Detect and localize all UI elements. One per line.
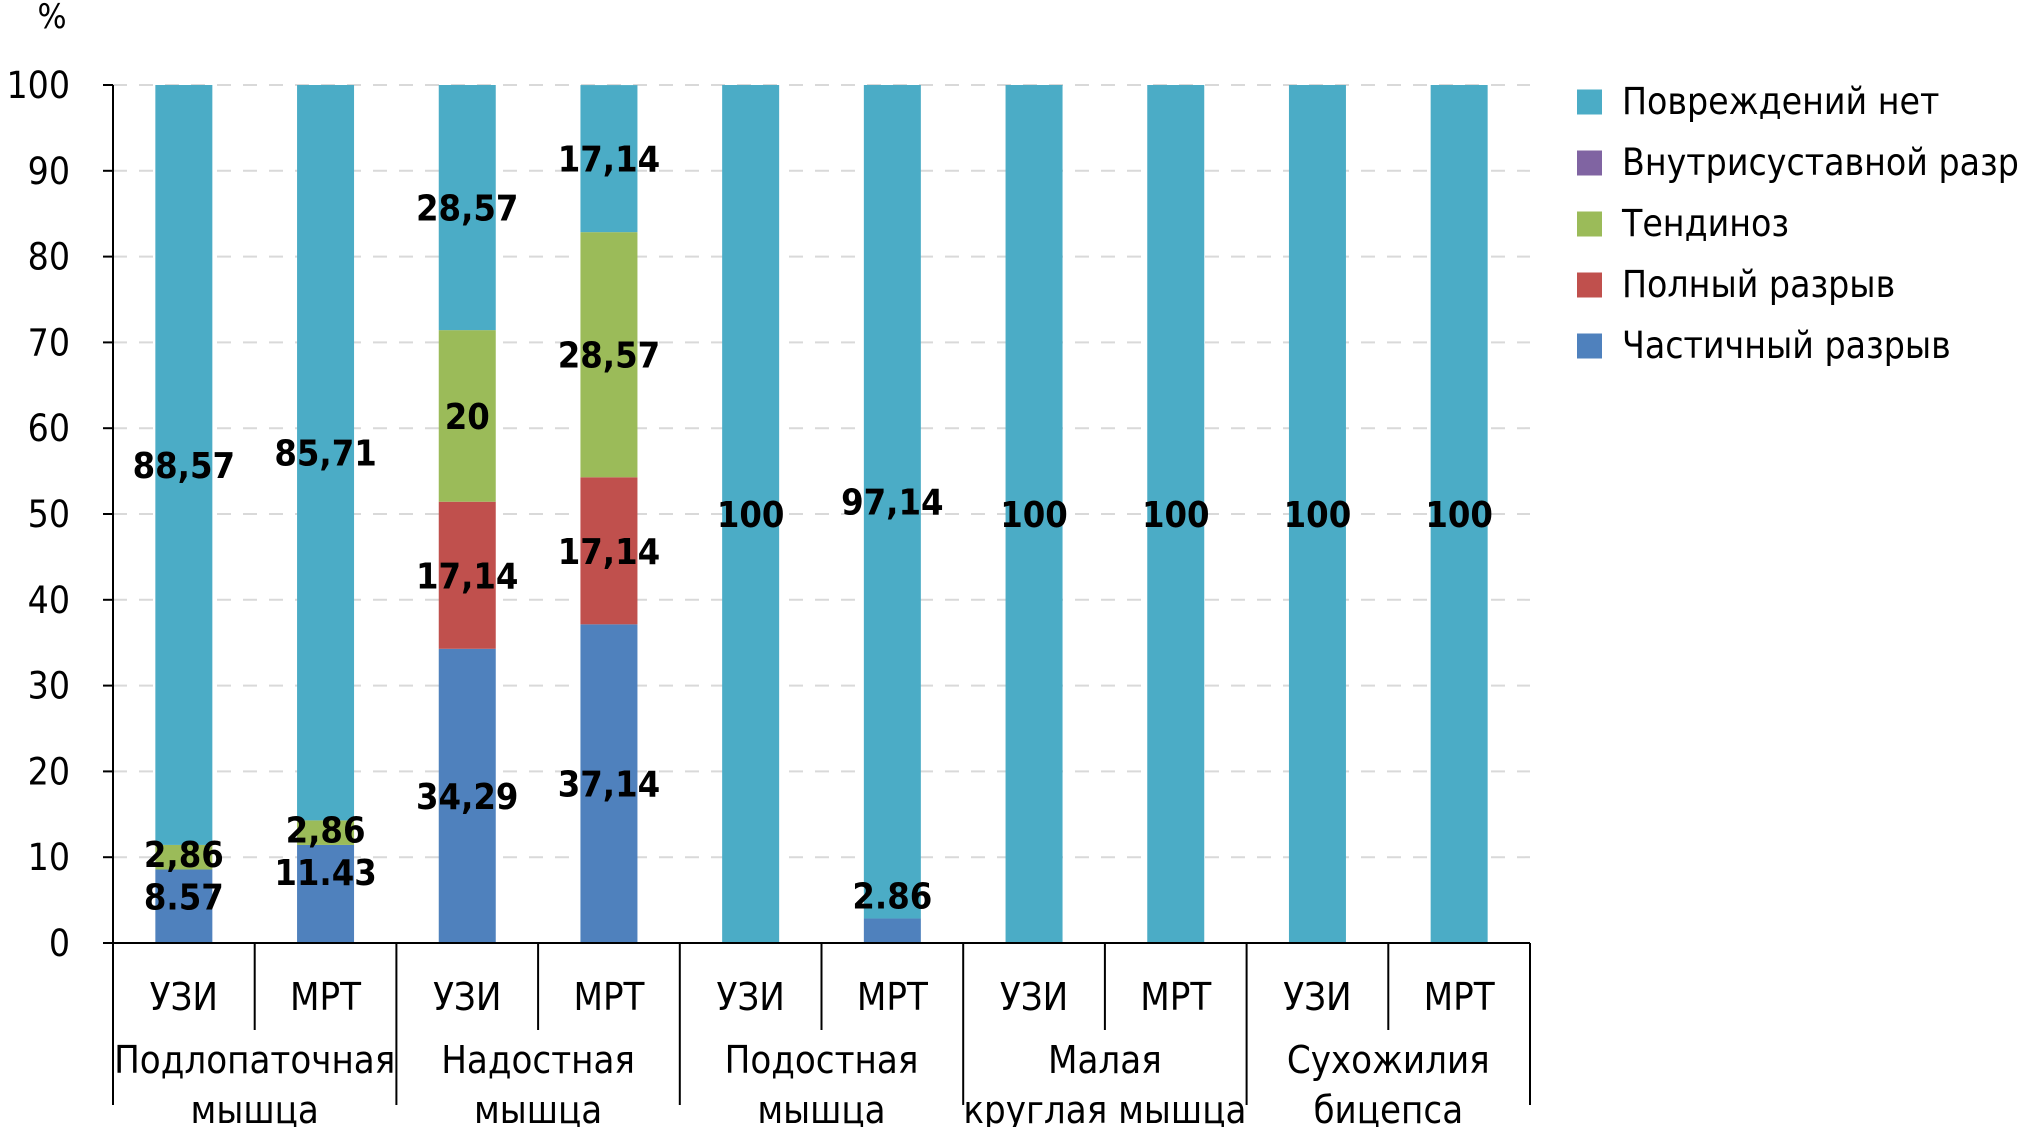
x-category-label: УЗИ [716, 975, 784, 1019]
data-label: 28,57 [558, 336, 660, 377]
x-category-label: МРТ [573, 975, 644, 1019]
x-group-label: бицепса [1313, 1088, 1463, 1127]
data-label: 100 [1284, 495, 1352, 536]
y-tick-label: 90 [28, 150, 70, 193]
x-category-label: МРТ [857, 975, 928, 1019]
data-label: 28,57 [416, 189, 518, 230]
bar-segment [297, 85, 355, 821]
data-label: 17,14 [558, 140, 660, 181]
legend-swatch [1577, 272, 1602, 298]
y-tick-label: 60 [28, 407, 70, 450]
x-group-label: Сухожилия [1287, 1038, 1490, 1082]
legend: Повреждений нет Внутрисуставной разрыв Тен… [1577, 80, 2020, 367]
data-label: 100 [1000, 495, 1068, 536]
y-tick-label: 70 [28, 321, 70, 364]
bar-segment [438, 85, 496, 331]
legend-label: Тендиноз [1621, 202, 1789, 245]
y-tick-label: 30 [28, 665, 70, 708]
bar-segment [580, 232, 638, 478]
x-group-label: Надостная [441, 1038, 635, 1082]
data-label: 88,57 [133, 446, 235, 487]
bar-segment [297, 844, 355, 943]
bar-segment [1005, 85, 1063, 943]
bar-segment [438, 501, 496, 649]
bar-segment [1147, 85, 1205, 943]
x-group-label: Подлопаточная [114, 1038, 395, 1082]
bar-segment [580, 624, 638, 943]
x-group-label: мышца [191, 1088, 319, 1127]
x-category-label: УЗИ [1000, 975, 1068, 1019]
legend-swatch [1577, 150, 1602, 176]
x-group-label: Подостная [725, 1038, 919, 1082]
data-label: 17,14 [558, 532, 660, 573]
y-tick-label: 10 [28, 836, 70, 879]
bar-segment [863, 85, 921, 919]
data-labels: 8.57 11.43 34,29 37,14 2.86 17,14 17,14 2,86 2,8… [133, 140, 1493, 919]
legend-label: Повреждений нет [1622, 80, 1939, 123]
data-label: 100 [1142, 495, 1210, 536]
y-tick-label: 20 [28, 750, 70, 793]
legend-swatch [1577, 211, 1602, 237]
axes: % 0 10 20 30 40 50 60 70 80 90 100 УЗИ МРТ УЗИ МРТ УЗИ МР… [6, 0, 1531, 1127]
bar-segment [1288, 85, 1346, 943]
x-group-label: круглая мышца [963, 1088, 1246, 1127]
data-label: 34,29 [416, 777, 518, 818]
y-tick-label: 100 [6, 64, 70, 107]
data-label: 20 [445, 397, 490, 438]
legend-label: Полный разрыв [1622, 263, 1895, 306]
data-label: 85,71 [274, 434, 376, 475]
x-group-label: мышца [474, 1088, 602, 1127]
data-label: 11.43 [274, 853, 376, 894]
y-axis-unit-label: % [37, 0, 66, 37]
bar-segment [297, 820, 355, 845]
legend-swatch [1577, 89, 1602, 115]
data-label: 2.86 [852, 876, 932, 917]
data-label: 100 [1425, 495, 1493, 536]
x-category-label: УЗИ [1283, 975, 1351, 1019]
bar-segment [580, 477, 638, 625]
y-tick-label: 50 [28, 493, 70, 536]
legend-label: Частичный разрыв [1622, 324, 1951, 367]
bar-segment [155, 869, 213, 943]
legend-label: Внутрисуставной разрыв [1622, 141, 2020, 184]
data-label: 2,86 [144, 835, 224, 876]
y-tick-label: 40 [28, 579, 70, 622]
x-group-label: мышца [757, 1088, 885, 1127]
bar-segment [580, 85, 638, 233]
data-label: 100 [717, 495, 785, 536]
data-label: 97,14 [841, 483, 943, 524]
bar-segment [438, 648, 496, 943]
x-category-label: МРТ [1140, 975, 1211, 1019]
x-category-label: МРТ [1424, 975, 1495, 1019]
data-label: 8.57 [144, 877, 224, 918]
bar-segment [438, 330, 496, 502]
bar-segment [155, 844, 213, 870]
y-tick-label: 80 [28, 236, 70, 279]
x-category-label: МРТ [290, 975, 361, 1019]
y-tick-label: 0 [49, 922, 70, 965]
x-category-label: УЗИ [433, 975, 501, 1019]
legend-swatch [1577, 333, 1602, 359]
bar-segment [722, 85, 780, 943]
bar-segment [1430, 85, 1488, 943]
data-label: 17,14 [416, 556, 518, 597]
bars [155, 85, 1488, 943]
data-label: 2,86 [286, 811, 366, 852]
data-label: 37,14 [558, 765, 660, 806]
bar-segment [863, 918, 921, 943]
x-category-label: УЗИ [150, 975, 218, 1019]
x-group-label: Малая [1048, 1038, 1162, 1082]
bar-segment [155, 85, 213, 845]
